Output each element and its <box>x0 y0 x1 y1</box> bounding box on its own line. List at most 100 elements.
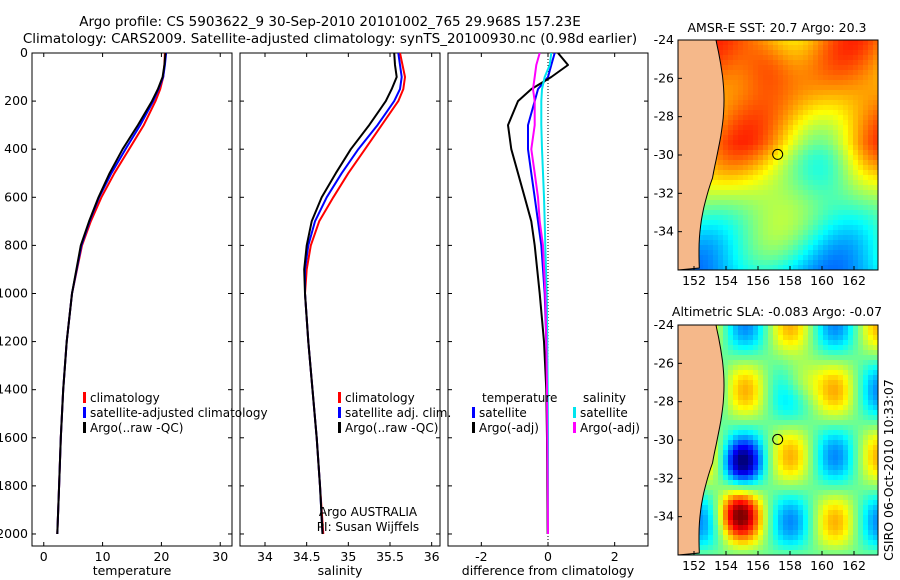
sst-map-cell <box>808 90 814 96</box>
sla-map-cell <box>873 515 878 521</box>
sst-map-cell <box>748 245 754 251</box>
diff-legend-salinity-header: salinity <box>583 391 626 405</box>
sst-map-cell <box>768 170 774 176</box>
sst-map-cell <box>728 105 734 111</box>
sst-map-cell <box>773 130 779 136</box>
sst-map-cell <box>773 80 779 86</box>
sla-map-cell <box>763 415 769 421</box>
sst-map-cell <box>778 90 784 96</box>
sst-map-cell <box>848 165 854 171</box>
sla-map-cell <box>758 425 764 431</box>
sla-map-cell <box>763 350 769 356</box>
sla-map-cell <box>748 515 754 521</box>
sal-series-climatology <box>304 52 406 535</box>
sst-map-cell <box>838 70 844 76</box>
depth-tick-label: 1800 <box>0 478 28 493</box>
sst-map-cell <box>703 245 709 251</box>
sla-map-cell <box>763 330 769 336</box>
sst-map-cell <box>783 260 789 266</box>
sst-map-cell <box>858 120 864 126</box>
sla-map-cell <box>713 535 719 541</box>
sst-map-cell <box>873 75 878 81</box>
sst-map-cell <box>773 65 779 71</box>
sla-map-cell <box>778 500 784 506</box>
timestamp-stamp: CSIRO 06-Oct-2010 10:33:07 <box>881 379 896 561</box>
sst-map-cell <box>818 170 824 176</box>
sla-map-cell <box>728 460 734 466</box>
sla-map-cell <box>813 495 819 501</box>
sla-map-cell <box>868 525 874 531</box>
sla-map-cell <box>698 535 704 541</box>
sst-map-cell <box>793 50 799 56</box>
sst-map-cell <box>723 90 729 96</box>
sla-map-cell <box>803 470 809 476</box>
sla-map-cell <box>728 395 734 401</box>
sst-map-cell <box>703 220 709 226</box>
sst-map-cell <box>793 205 799 211</box>
sst-map-cell <box>823 155 829 161</box>
sst-map-cell <box>708 215 714 221</box>
sla-map-cell <box>843 475 849 481</box>
sla-map-cell <box>838 520 844 526</box>
sst-map-cell <box>763 80 769 86</box>
sla-map-cell <box>743 375 749 381</box>
sla-map-cell <box>748 430 754 436</box>
sla-map-cell <box>728 410 734 416</box>
sla-map-cell <box>768 445 774 451</box>
sal-legend-argo-label: Argo(..raw -QC) <box>345 421 438 435</box>
sst-map-cell <box>763 40 769 46</box>
sst-map-cell <box>793 145 799 151</box>
sst-map-cell <box>858 205 864 211</box>
sla-map-cell <box>803 425 809 431</box>
sla-map-cell <box>793 355 799 361</box>
sst-map-cell <box>753 155 759 161</box>
sla-map-cell <box>778 475 784 481</box>
sla-map-cell <box>798 430 804 436</box>
sla-map-cell <box>748 340 754 346</box>
sla-map-cell <box>783 535 789 541</box>
sst-map-cell <box>833 130 839 136</box>
sla-map-cell <box>823 475 829 481</box>
sst-map-cell <box>858 150 864 156</box>
sst-map-cell <box>848 250 854 256</box>
sla-map-cell <box>853 355 859 361</box>
sla-map-cell <box>763 385 769 391</box>
sst-map-cell <box>718 55 724 61</box>
sla-map-cell <box>798 480 804 486</box>
sla-map-cell <box>798 470 804 476</box>
sla-map-cell <box>803 325 809 331</box>
sst-map-cell <box>868 205 874 211</box>
sla-map-cell <box>698 545 704 551</box>
sla-map-cell <box>858 465 864 471</box>
sst-map-cell <box>813 195 819 201</box>
sst-map-cell <box>733 140 739 146</box>
sla-map-cell <box>793 480 799 486</box>
sst-map-cell <box>858 230 864 236</box>
sla-map-cell <box>833 385 839 391</box>
sst-map-cell <box>733 70 739 76</box>
sst-map-cell <box>868 245 874 251</box>
sla-map-cell <box>808 420 814 426</box>
sst-map-cell <box>723 110 729 116</box>
sst-map-cell <box>863 135 869 141</box>
sla-map-cell <box>763 505 769 511</box>
sst-map-cell <box>748 250 754 256</box>
sla-map-cell <box>843 550 849 555</box>
sst-map-cell <box>708 255 714 261</box>
sla-map-cell <box>738 330 744 336</box>
sla-map-cell <box>798 340 804 346</box>
sla-map-cell <box>828 490 834 496</box>
sla-map-cell <box>773 545 779 551</box>
sst-map-cell <box>843 45 849 51</box>
sst-map-cell <box>793 80 799 86</box>
temp-xtick-label: 20 <box>153 549 169 564</box>
sla-map-cell <box>873 505 878 511</box>
sla-map-cell <box>798 425 804 431</box>
sst-map-cell <box>833 65 839 71</box>
sla-map-cell <box>828 415 834 421</box>
sst-map-cell <box>773 120 779 126</box>
sla-map-cell <box>818 370 824 376</box>
sla-map-land <box>678 325 725 555</box>
sla-map-cell <box>728 515 734 521</box>
sst-map-cell <box>808 75 814 81</box>
